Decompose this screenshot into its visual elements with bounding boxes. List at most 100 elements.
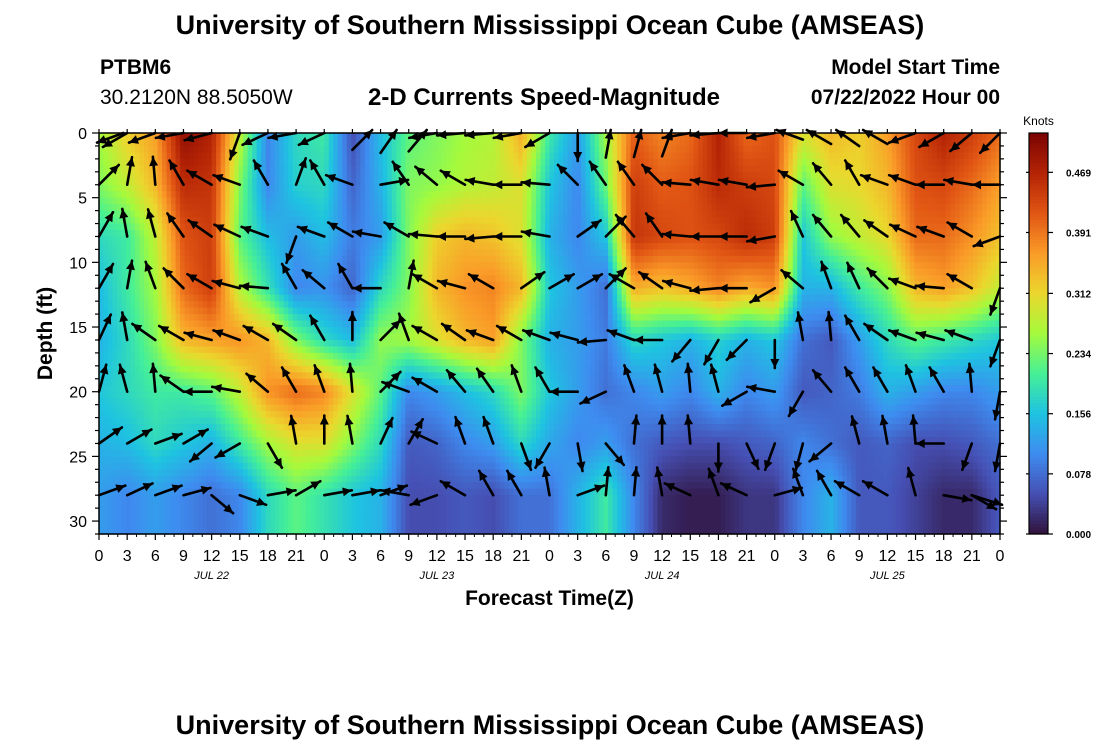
heat-cell <box>499 191 506 199</box>
heat-cell <box>693 230 699 238</box>
heat-cell <box>499 210 506 218</box>
heat-cell <box>342 197 348 205</box>
heat-cell <box>157 145 163 154</box>
heat-cell <box>662 171 668 179</box>
heat-cell <box>301 178 307 186</box>
heat-cell <box>873 230 879 238</box>
heat-cell <box>495 230 501 238</box>
heat-cell <box>396 204 402 212</box>
heat-cell <box>968 171 974 179</box>
heat-cell <box>923 133 929 141</box>
heat-cell <box>882 165 888 173</box>
heat-cell <box>261 230 267 238</box>
heat-cell <box>171 242 177 251</box>
heat-cell <box>153 165 159 173</box>
heat-cell <box>824 210 830 218</box>
heat-cell <box>198 145 204 154</box>
heat-cell <box>567 191 573 199</box>
heat-cell <box>635 242 641 251</box>
heat-cell <box>247 171 253 179</box>
heat-cell <box>288 223 294 231</box>
heat-cell <box>171 288 177 296</box>
heat-cell <box>977 191 983 199</box>
heat-cell <box>126 165 132 173</box>
heat-cell <box>968 165 974 173</box>
heat-cell <box>463 171 469 179</box>
heat-cell <box>274 204 280 212</box>
heat-cell <box>112 158 118 166</box>
heat-cell <box>180 204 186 212</box>
heat-cell <box>157 275 163 283</box>
heat-cell <box>950 217 956 225</box>
heat-cell <box>171 184 177 192</box>
heat-cell <box>900 223 906 231</box>
heat-cell <box>963 249 970 257</box>
heat-cell <box>288 191 294 199</box>
heat-cell <box>792 145 798 154</box>
heat-cell <box>225 288 231 296</box>
heat-cell <box>810 204 816 212</box>
heat-cell <box>139 268 145 276</box>
heat-cell <box>364 281 370 289</box>
heat-cell <box>517 217 524 225</box>
heat-cell <box>409 139 415 147</box>
heat-cell <box>135 249 141 257</box>
heat-cell <box>441 275 447 283</box>
heat-cell <box>950 139 956 147</box>
heat-cell <box>454 145 460 154</box>
heat-cell <box>216 242 222 251</box>
heat-cell <box>846 204 852 212</box>
heat-cell <box>860 217 866 225</box>
heat-cell <box>121 242 127 251</box>
heat-cell <box>504 158 510 166</box>
heat-cell <box>481 268 488 276</box>
heat-cell <box>144 197 150 205</box>
heat-cell <box>959 152 965 160</box>
heat-cell <box>612 184 618 192</box>
heat-cell <box>635 210 641 218</box>
heat-cell <box>725 268 731 276</box>
heat-cell <box>373 275 379 283</box>
heat-cell <box>229 145 235 154</box>
heat-cell <box>801 191 807 199</box>
heat-cell <box>585 223 591 231</box>
heat-cell <box>747 255 753 263</box>
heat-cell <box>837 217 843 225</box>
heat-cell <box>459 249 465 257</box>
heat-cell <box>387 133 393 141</box>
heat-cell <box>590 152 596 160</box>
heat-cell <box>644 145 650 154</box>
heat-cell <box>463 191 469 199</box>
heat-cell <box>716 197 722 205</box>
heat-cell <box>126 210 132 218</box>
heat-cell <box>409 288 415 296</box>
heat-cell <box>495 255 501 263</box>
heat-cell <box>846 255 852 263</box>
heat-cell <box>617 262 623 270</box>
heat-cell <box>495 217 501 225</box>
heat-cell <box>851 281 857 289</box>
heat-cell <box>977 197 983 205</box>
heat-cell <box>256 236 262 244</box>
heat-cell <box>342 191 348 199</box>
heat-cell <box>130 268 136 276</box>
heat-cell <box>950 236 956 244</box>
heat-cell <box>135 236 141 244</box>
heat-cell <box>774 281 780 289</box>
heat-cell <box>576 165 582 173</box>
heat-cell <box>603 255 609 263</box>
heat-cell <box>707 275 713 283</box>
heat-cell <box>216 178 222 186</box>
heat-cell <box>819 165 825 173</box>
heat-cell <box>882 197 888 205</box>
heat-cell <box>229 191 235 199</box>
heat-cell <box>905 145 911 154</box>
heat-cell <box>945 275 952 283</box>
heat-cell <box>905 152 911 160</box>
heat-cell <box>950 184 956 192</box>
heat-cell <box>689 158 695 166</box>
heat-cell <box>405 281 411 289</box>
heat-cell <box>139 191 145 199</box>
heat-cell <box>680 262 686 270</box>
heat-cell <box>635 236 641 244</box>
